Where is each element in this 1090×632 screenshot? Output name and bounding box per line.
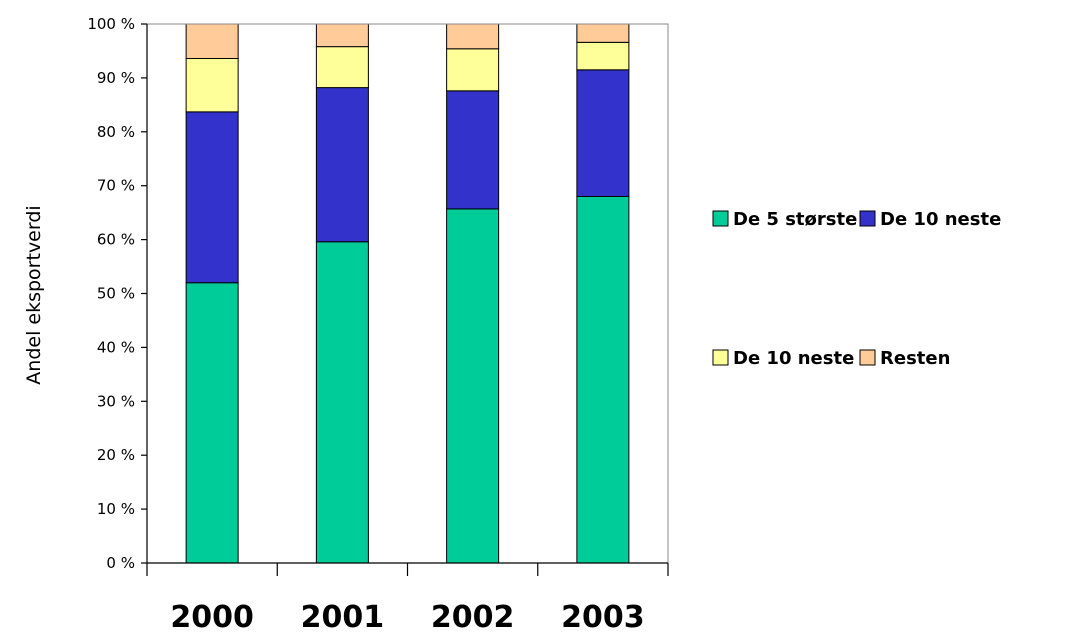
y-axis-title: Andel eksportverdi	[23, 205, 45, 384]
y-tick-label: 10 %	[97, 500, 135, 518]
x-category-label: 2000	[170, 600, 254, 632]
bar-2001-series-1	[315, 87, 369, 243]
legend-swatch	[712, 210, 729, 227]
bar-2001-series-0	[315, 241, 369, 564]
x-category-label: 2002	[431, 600, 515, 632]
legend-label: De 5 største	[733, 209, 857, 230]
y-tick-label: 0 %	[106, 554, 135, 572]
y-tick-label: 60 %	[97, 231, 135, 249]
bar-2000-series-2	[185, 58, 239, 113]
legend-label: De 10 neste	[733, 348, 854, 369]
y-tick-label: 80 %	[97, 123, 135, 141]
legend-swatch	[859, 349, 876, 366]
legend-label: De 10 neste	[880, 209, 1001, 230]
bar-2000-series-3	[185, 23, 239, 59]
bar-2003-series-3	[576, 23, 630, 43]
bar-2003-series-1	[576, 69, 630, 197]
bar-2002-series-3	[446, 23, 500, 50]
x-category-label: 2003	[561, 600, 645, 632]
y-tick-label: 70 %	[97, 177, 135, 195]
bar-2001-series-2	[315, 46, 369, 89]
y-tick-label: 50 %	[97, 285, 135, 303]
y-tick-label: 30 %	[97, 392, 135, 410]
y-tick-label: 20 %	[97, 446, 135, 464]
bar-2000-series-1	[185, 111, 239, 284]
bar-2003-series-0	[576, 195, 630, 564]
bar-2002-series-2	[446, 48, 500, 92]
bar-2000-series-0	[185, 282, 239, 564]
bar-2002-series-0	[446, 208, 500, 564]
y-tick-label: 90 %	[97, 69, 135, 87]
legend-swatch	[859, 210, 876, 227]
legend-label: Resten	[880, 348, 950, 369]
x-category-label: 2001	[301, 600, 385, 632]
y-tick-label: 40 %	[97, 338, 135, 356]
bar-2003-series-2	[576, 41, 630, 71]
legend-swatch	[712, 349, 729, 366]
bar-2001-series-3	[315, 23, 369, 48]
y-tick-label: 100 %	[87, 15, 135, 33]
bar-2002-series-1	[446, 90, 500, 210]
